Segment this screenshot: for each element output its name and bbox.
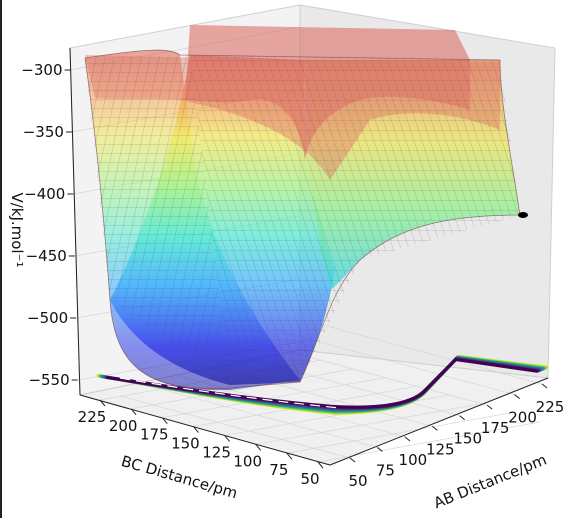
z-axis-label: V/kJ.mol⁻¹ [8,192,26,267]
y-tick-label: 200 [109,417,138,435]
frame-edge [0,0,2,518]
grid-line-x [284,332,515,395]
x-tick-mark [431,425,438,431]
y-tick-label: 100 [233,452,262,470]
x-tick-label: 200 [508,409,537,427]
x-tick-label: 50 [348,472,367,490]
y-tick-mark [130,408,137,416]
x-tick-mark [377,447,383,452]
grid-line-x [147,385,378,448]
floor-contour [96,354,549,416]
y-tick-label: 125 [202,443,231,461]
x-tick-mark [349,457,356,463]
z-tick-label: −350 [23,123,64,141]
x-tick-mark [459,415,466,421]
x-tick-label: 150 [453,430,482,448]
x-tick-label: 75 [376,461,395,479]
z-tick-label: −300 [21,61,62,79]
x-axis-label: AB Distance/pm [431,451,549,513]
x-tick-label: 225 [536,398,565,416]
y-tick-label: 75 [269,461,288,479]
grid-line-y [131,368,354,410]
grid-line-x [119,395,351,459]
x-tick-label: 175 [481,419,510,437]
y-tick-mark [255,443,262,451]
trajectory-projection [119,377,341,409]
y-tick-label: 225 [78,408,107,426]
x-tick-mark [514,394,520,399]
x-axis-line [329,377,549,466]
grid-line-x [311,321,543,385]
grid-line-y [286,412,509,454]
x-tick-label: 100 [399,451,428,469]
x-tick-mark [404,436,411,442]
z-tick-label: −550 [28,371,69,389]
y-tick-mark [161,417,168,425]
trajectory-end-point [518,212,528,218]
y-tick-mark [224,435,230,442]
x-tick-mark [541,383,548,389]
y-tick-mark [193,426,199,433]
y-tick-mark [286,452,293,460]
z-tick-label: −500 [27,309,68,327]
surface-mesh-left [85,55,230,385]
y-tick-mark [99,399,106,407]
y-tick-label: 175 [140,426,169,444]
surface-outline [84,49,521,389]
y-tick-label: 150 [171,435,200,453]
potential-surface [84,25,521,391]
z-tick-label: −400 [24,185,65,203]
surface-mesh-right [190,55,520,385]
grid-line-y [162,377,385,419]
axes-edges [69,47,549,466]
z-tick-label: −450 [26,247,67,265]
y-tick-mark [317,461,324,469]
x-tick-mark [486,404,493,410]
z-axis-line [69,47,81,396]
y-tick-label: 50 [300,470,319,488]
x-tick-label: 125 [426,440,455,458]
y-axis-line [79,394,331,466]
